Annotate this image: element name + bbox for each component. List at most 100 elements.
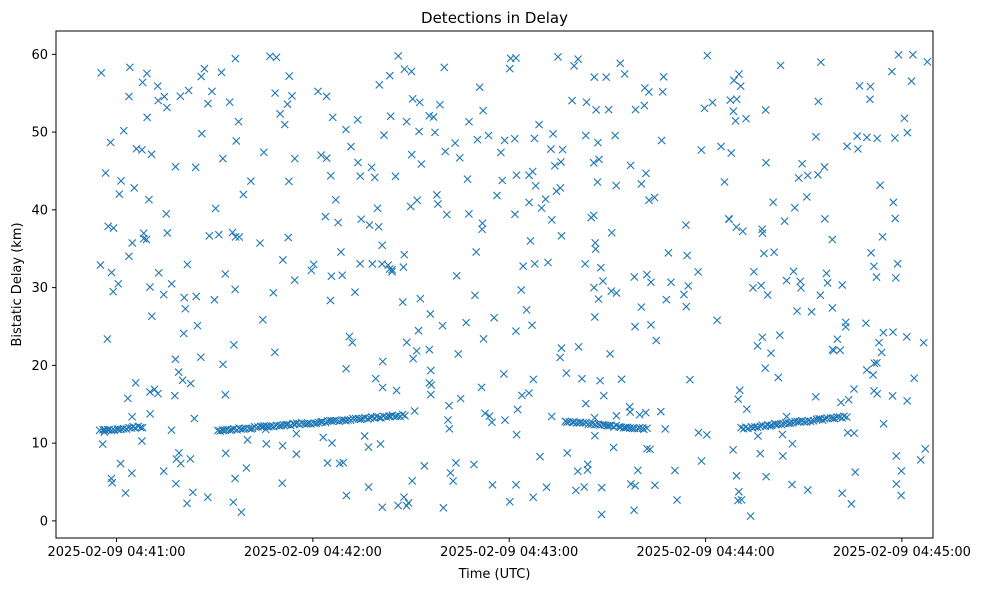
detection-point	[816, 58, 825, 67]
detection-point	[761, 106, 770, 114]
detection-point	[392, 386, 401, 395]
detection-point	[146, 409, 155, 418]
detection-point	[574, 342, 583, 351]
detection-point	[664, 248, 673, 257]
detection-point	[635, 423, 644, 432]
detection-point	[543, 258, 552, 267]
detection-point	[378, 241, 387, 250]
detection-point	[605, 421, 614, 430]
detection-point	[591, 245, 600, 254]
detection-point	[171, 479, 180, 488]
detection-point	[413, 196, 422, 205]
detection-point	[137, 145, 146, 154]
detection-point	[776, 61, 785, 70]
detection-point	[336, 248, 345, 256]
detection-point	[443, 416, 452, 425]
y-tick-label: 50	[31, 126, 48, 141]
detection-point	[798, 159, 807, 168]
detection-point	[735, 386, 744, 395]
detection-point	[429, 113, 438, 122]
detection-point	[903, 128, 912, 137]
detection-point	[888, 391, 897, 400]
detection-point	[239, 190, 248, 199]
detection-point	[793, 307, 802, 316]
detection-point	[394, 51, 403, 60]
detection-point	[469, 460, 478, 469]
detection-point	[493, 191, 501, 200]
detection-point	[488, 480, 497, 489]
detection-point	[531, 181, 540, 190]
detection-point	[611, 131, 620, 140]
detection-point	[176, 92, 185, 101]
detection-point	[574, 55, 583, 64]
detection-point	[556, 183, 565, 192]
detection-point	[746, 512, 755, 521]
detection-point	[862, 366, 871, 375]
x-axis-label: Time (UTC)	[458, 567, 531, 582]
detection-point	[742, 114, 751, 123]
detection-point	[137, 437, 146, 446]
detection-point	[339, 458, 348, 467]
detection-point	[426, 310, 435, 319]
detection-point	[894, 50, 903, 59]
detection-point	[256, 422, 265, 431]
detection-point	[500, 136, 509, 145]
detection-point	[607, 228, 616, 237]
detection-point	[231, 54, 240, 63]
detection-point	[394, 501, 403, 510]
detection-point	[342, 491, 351, 500]
detection-point	[142, 235, 151, 244]
detection-point	[630, 506, 639, 515]
detection-point	[511, 327, 520, 336]
x-tick-label: 2025-02-09 04:42:00	[244, 545, 382, 560]
detection-point	[587, 213, 596, 222]
detection-point	[570, 61, 579, 70]
detection-point	[178, 376, 187, 385]
detection-point	[385, 71, 394, 80]
detection-point	[139, 234, 148, 243]
detection-point	[708, 98, 717, 107]
detection-point	[823, 278, 832, 287]
detection-point	[242, 463, 251, 472]
detection-point	[582, 98, 591, 107]
detection-point	[232, 136, 241, 145]
detection-point	[171, 162, 180, 171]
detection-point	[451, 458, 460, 467]
detection-point	[811, 392, 820, 401]
detection-point	[734, 487, 743, 496]
detection-point	[749, 283, 758, 292]
detection-point	[549, 129, 558, 138]
detection-point	[328, 113, 337, 122]
detection-point	[477, 383, 486, 392]
detection-point	[353, 115, 362, 124]
detection-point	[525, 171, 534, 180]
detection-point	[893, 259, 902, 268]
detection-point	[620, 70, 629, 78]
detection-point	[203, 99, 212, 108]
detection-point	[341, 125, 350, 134]
detection-point	[573, 467, 582, 476]
detection-point	[154, 268, 163, 277]
detection-point	[836, 346, 845, 355]
detection-point	[290, 154, 299, 163]
detection-point	[319, 433, 328, 442]
y-axis: 0 10 20 30 40 50 60	[31, 48, 56, 529]
detection-point	[484, 131, 493, 140]
detection-point	[530, 134, 539, 143]
detection-point	[796, 277, 805, 286]
detection-point	[602, 73, 611, 82]
detection-point	[276, 109, 285, 118]
detection-point	[843, 428, 852, 437]
detection-point	[391, 172, 400, 181]
detection-point	[850, 429, 859, 438]
detection-point	[889, 328, 898, 337]
detection-point	[191, 163, 200, 172]
detection-point	[231, 285, 240, 294]
detection-point	[661, 425, 670, 434]
detection-point	[228, 228, 237, 237]
detection-point	[813, 170, 822, 179]
detection-point	[210, 295, 219, 304]
detection-point	[154, 96, 163, 105]
x-tick-label: 2025-02-09 04:45:00	[833, 545, 971, 560]
